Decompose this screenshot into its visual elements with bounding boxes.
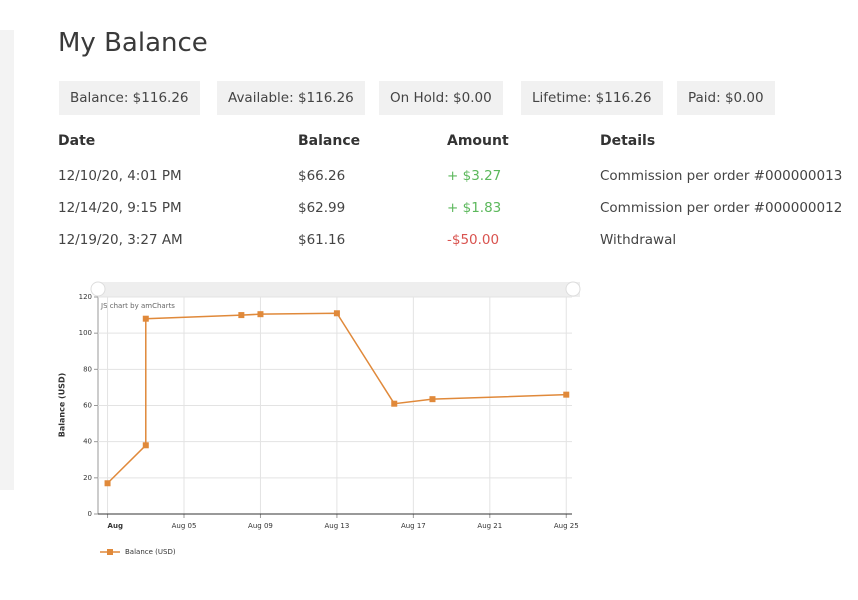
x-tick-label: Aug 17 [401, 522, 426, 530]
legend-marker [107, 549, 113, 555]
summary-pill: On Hold: $0.00 [379, 81, 503, 115]
summary-pill: Paid: $0.00 [677, 81, 775, 115]
point [142, 442, 149, 449]
y-tick-label: 120 [79, 293, 92, 301]
column-header: Amount [447, 133, 509, 149]
x-tick-label: Aug 25 [554, 522, 579, 530]
scrollbar[interactable] [98, 282, 580, 297]
summary-pill: Lifetime: $116.26 [521, 81, 663, 115]
point [104, 480, 111, 487]
point [429, 396, 436, 403]
table-cell: Commission per order #000000013 [600, 168, 843, 184]
x-tick-label: Aug 05 [172, 522, 197, 530]
scroll-handle[interactable] [90, 281, 106, 297]
point [238, 312, 245, 319]
sidebar [0, 30, 14, 490]
scroll-handle[interactable] [565, 281, 581, 297]
y-tick-label: 60 [83, 402, 92, 410]
point [333, 310, 340, 317]
table-cell: $62.99 [298, 200, 346, 216]
page-title: My Balance [58, 28, 208, 58]
y-tick-label: 80 [83, 365, 92, 373]
table-cell: 12/14/20, 9:15 PM [58, 200, 182, 216]
summary-pill: Balance: $116.26 [59, 81, 200, 115]
x-tick-label: Aug 21 [477, 522, 502, 530]
x-tick-label: Aug [108, 522, 123, 530]
column-header: Date [58, 133, 96, 149]
y-tick-label: 20 [83, 474, 92, 482]
summary-pill: Available: $116.26 [217, 81, 365, 115]
x-tick-label: Aug 13 [325, 522, 350, 530]
column-header: Balance [298, 133, 361, 149]
point [257, 311, 264, 318]
table-cell: $61.16 [298, 232, 346, 248]
table-cell: Withdrawal [600, 232, 677, 248]
y-tick-label: 100 [79, 329, 92, 337]
x-tick-label: Aug 09 [248, 522, 273, 530]
table-cell: $66.26 [298, 168, 346, 184]
table-cell: 12/19/20, 3:27 AM [58, 232, 183, 248]
point [563, 391, 570, 398]
point [391, 400, 398, 407]
table-cell: -$50.00 [447, 232, 500, 248]
point [142, 315, 149, 322]
table-cell: Commission per order #000000012 [600, 200, 843, 216]
column-header: Details [600, 133, 656, 149]
table-cell: 12/10/20, 4:01 PM [58, 168, 182, 184]
table-cell: + $1.83 [447, 200, 502, 216]
y-tick-label: 40 [83, 438, 92, 446]
legend-label: Balance (USD) [125, 548, 176, 556]
table-cell: + $3.27 [447, 168, 502, 184]
chart-credit: JS chart by amCharts [100, 302, 175, 310]
y-tick-label: 0 [88, 510, 92, 518]
y-axis-label: Balance (USD) [58, 373, 67, 438]
